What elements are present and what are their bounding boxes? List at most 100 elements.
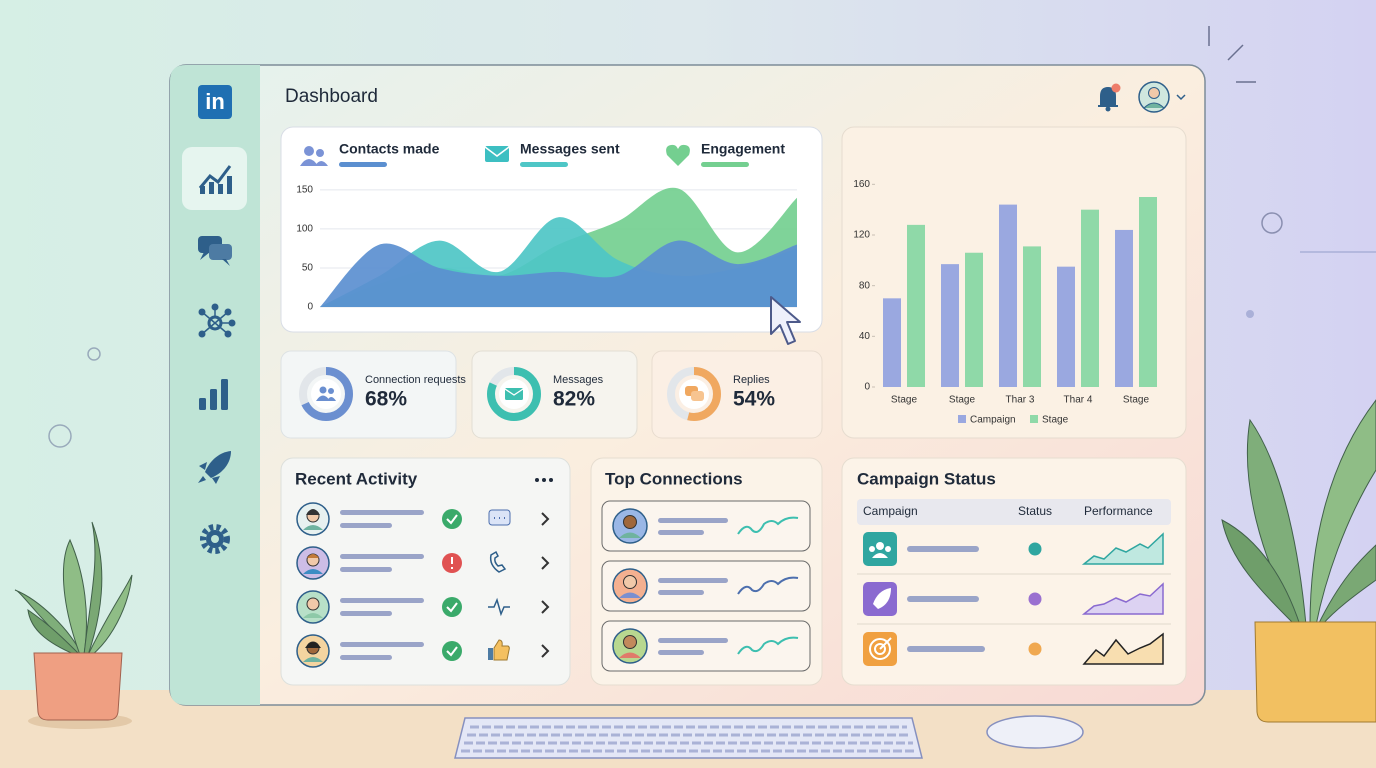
row-3-part <box>340 598 424 603</box>
keyboard-part <box>461 725 916 753</box>
row-2-part <box>489 550 507 573</box>
row-1 <box>296 502 550 536</box>
campaign-rows-part <box>869 638 891 660</box>
profile-part <box>1143 102 1165 109</box>
more-menu-part <box>542 478 546 482</box>
notifications[interactable] <box>1098 83 1121 112</box>
profile-part <box>1148 87 1160 99</box>
campaign-rows-part <box>1028 542 1042 556</box>
row-3-part <box>306 597 320 611</box>
column-header: Performance <box>1084 504 1153 518</box>
connection-rows-part <box>601 620 811 672</box>
legend-icon-part <box>485 146 509 162</box>
row-1-part <box>442 509 462 529</box>
y-tick-label: 0 <box>864 382 870 393</box>
campaign-rows-part <box>1081 582 1164 615</box>
row-2 <box>296 546 550 580</box>
row-3-part <box>446 602 458 613</box>
plant-left <box>14 521 133 729</box>
legend-label: Contacts made <box>339 141 440 157</box>
row-2-part <box>340 567 392 572</box>
campaign-rows-part <box>907 646 985 652</box>
y-tick-label: 100 <box>296 224 313 235</box>
y-tick-label: 40 <box>859 331 871 342</box>
nav-icons-part <box>201 307 232 335</box>
campaign-rows-part <box>874 643 886 655</box>
connection-rows-part <box>623 575 637 589</box>
row-4-part <box>493 639 510 661</box>
nav-icons-part <box>222 259 230 266</box>
more-menu-part <box>549 478 553 482</box>
plant-right-part <box>1317 544 1376 626</box>
x-tick-label: Stage <box>891 395 918 406</box>
nav-icons-part <box>200 186 205 194</box>
nav-icons-part <box>211 535 219 543</box>
bar <box>1139 197 1157 387</box>
kpi-value: 68% <box>365 388 407 411</box>
x-tick-label: Thar 4 <box>1064 395 1093 406</box>
gauge-value <box>667 367 721 421</box>
y-tick-label: 0 <box>307 302 313 313</box>
plant-left-part <box>27 608 82 656</box>
kpi-value: 82% <box>553 388 595 411</box>
nav-icons-part <box>218 184 223 194</box>
y-tick-label: 80 <box>859 280 871 291</box>
kpi-gauge <box>667 367 721 421</box>
connection-rows-part <box>658 518 728 523</box>
profile[interactable] <box>1138 81 1186 113</box>
plant-left-part <box>63 538 87 656</box>
kpi-value: 54% <box>733 388 775 411</box>
kpi-icon <box>505 388 523 400</box>
row-1-part <box>541 512 550 526</box>
bar <box>1057 266 1075 387</box>
legend-icon <box>666 144 690 166</box>
deco-spark <box>1208 26 1256 83</box>
row-3-part <box>340 611 392 616</box>
row-2-part <box>541 556 550 570</box>
campaign-rows-part <box>879 637 892 650</box>
y-tick-label: 160 <box>853 179 870 190</box>
nav-icons-part <box>199 398 206 410</box>
campaign-rows-part <box>907 596 979 602</box>
kpi-icon <box>504 388 524 396</box>
deco-circle <box>48 424 72 448</box>
connection-rows-part <box>658 530 704 535</box>
legend-icon-part <box>304 146 314 156</box>
campaign-rows-part <box>876 542 884 550</box>
row-2-part <box>303 569 323 574</box>
connection-rows-part <box>737 576 799 595</box>
connection-rows-part <box>619 652 641 658</box>
row-4-part <box>305 642 321 648</box>
row-4-part <box>541 644 550 658</box>
kpi-icon <box>691 391 704 401</box>
more-menu-part <box>535 478 539 482</box>
row-3-part <box>442 597 462 617</box>
campaign-rows-part <box>1081 532 1164 565</box>
campaign-rows-part <box>907 546 979 552</box>
profile-part <box>1176 94 1186 101</box>
card-title: Recent Activity <box>295 469 418 488</box>
notifications-part <box>1105 106 1111 112</box>
legend-swatch <box>701 162 749 167</box>
connection-rows <box>601 500 811 672</box>
row-4-part <box>446 646 458 657</box>
area <box>320 240 797 307</box>
plant-left-part <box>83 521 103 656</box>
y-tick-label: 150 <box>296 185 313 196</box>
bar <box>965 252 983 387</box>
connection-rows-part <box>623 635 637 649</box>
notifications-part <box>1111 83 1121 93</box>
connection-rows-part <box>619 592 641 598</box>
connection-rows-part <box>658 650 704 655</box>
row-4-part <box>488 648 493 660</box>
row-3-part <box>488 597 510 617</box>
bar <box>999 204 1017 387</box>
more-menu[interactable] <box>535 478 553 482</box>
row-4-part <box>340 642 424 647</box>
legend-icon <box>300 146 328 166</box>
x-tick-label: Stage <box>1123 395 1150 406</box>
campaign-rows-part <box>1028 642 1042 656</box>
nav-icons-part <box>205 451 231 478</box>
